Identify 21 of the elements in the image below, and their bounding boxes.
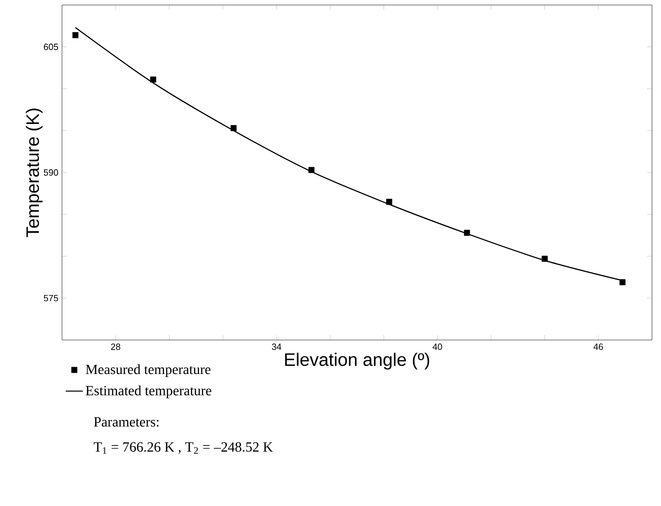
x-tick-label: 40 (432, 344, 442, 350)
point (308, 166, 314, 173)
x-tick-label: 28 (111, 344, 120, 350)
legend-label: Measured temperature (86, 364, 210, 377)
text: Parameters: (94, 417, 158, 427)
y-tick-label: 605 (44, 44, 58, 50)
point (542, 256, 548, 262)
legend-label: Estimated temperature (86, 386, 212, 398)
point (150, 76, 156, 83)
x-tick-label: 46 (594, 344, 603, 350)
text: T$_{1}$ = 766.26 K , T$_{2}$ = –248.52 K (94, 442, 273, 454)
y-tick-label: 575 (44, 294, 58, 302)
point (620, 279, 626, 286)
point (230, 125, 237, 132)
y-tick-label: 590 (44, 169, 58, 176)
point (72, 32, 78, 38)
x-tick-label: 34 (272, 344, 282, 350)
point (464, 230, 470, 236)
y-axis-title: Temperature (K) (26, 108, 43, 238)
point (386, 198, 392, 205)
x-axis-title: Elevation angle (º) (285, 352, 430, 370)
